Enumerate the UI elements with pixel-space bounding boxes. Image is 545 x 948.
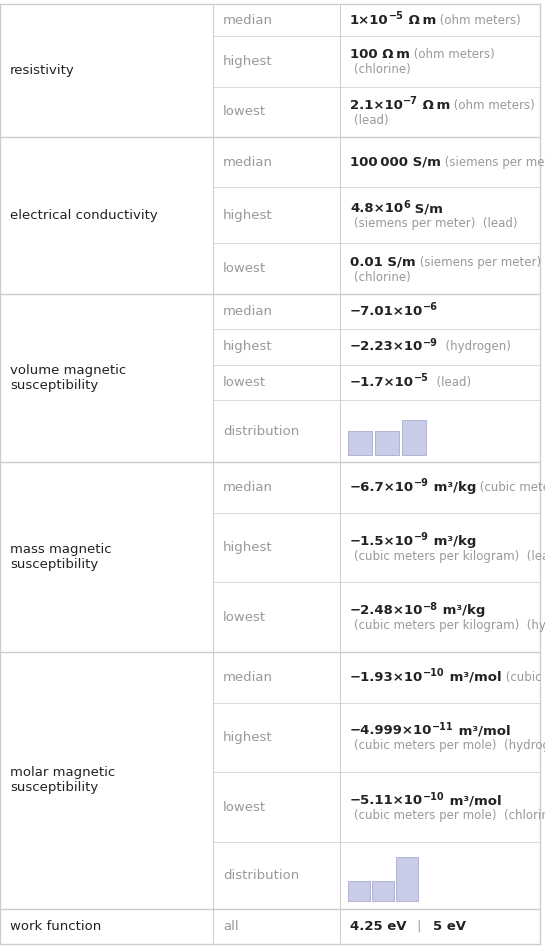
Text: highest: highest xyxy=(223,55,272,68)
Text: (siemens per meter): (siemens per meter) xyxy=(441,155,545,169)
Text: highest: highest xyxy=(223,340,272,354)
Text: m³/kg: m³/kg xyxy=(438,604,486,617)
Text: lowest: lowest xyxy=(223,801,266,813)
Text: highest: highest xyxy=(223,731,272,744)
Text: (cubic meters per mole)  (chlorine): (cubic meters per mole) (chlorine) xyxy=(354,810,545,822)
Bar xyxy=(348,431,372,455)
Text: −5: −5 xyxy=(414,374,429,383)
Text: −1.5×10: −1.5×10 xyxy=(350,535,414,548)
Text: m³/kg: m³/kg xyxy=(429,535,476,548)
Text: distribution: distribution xyxy=(223,868,299,882)
Text: (lead): (lead) xyxy=(429,375,471,389)
Text: (siemens per meter)  (lead): (siemens per meter) (lead) xyxy=(354,217,518,230)
Text: 0.01 S/m: 0.01 S/m xyxy=(350,256,416,268)
Text: resistivity: resistivity xyxy=(10,64,75,77)
Text: 4.8×10: 4.8×10 xyxy=(350,202,403,215)
Text: 6: 6 xyxy=(403,200,410,210)
Text: median: median xyxy=(223,155,273,169)
Text: S/m: S/m xyxy=(410,202,443,215)
Text: mass magnetic
susceptibility: mass magnetic susceptibility xyxy=(10,543,112,571)
Text: −7: −7 xyxy=(403,97,418,106)
Bar xyxy=(396,858,418,901)
Text: (cubic meters per mole)  (hydrogen): (cubic meters per mole) (hydrogen) xyxy=(354,739,545,753)
Bar xyxy=(402,420,426,455)
Text: −10: −10 xyxy=(423,792,445,802)
Text: 2.1×10: 2.1×10 xyxy=(350,99,403,112)
Text: median: median xyxy=(223,671,273,684)
Bar xyxy=(372,882,394,901)
Text: median: median xyxy=(223,481,273,494)
Text: −9: −9 xyxy=(423,337,438,348)
Text: (cubic meters per kilogram)  (lead): (cubic meters per kilogram) (lead) xyxy=(354,550,545,562)
Text: −2.48×10: −2.48×10 xyxy=(350,604,423,617)
Text: volume magnetic
susceptibility: volume magnetic susceptibility xyxy=(10,364,126,392)
Text: all: all xyxy=(223,920,239,933)
Text: highest: highest xyxy=(223,541,272,554)
Text: −5: −5 xyxy=(389,11,403,21)
Text: distribution: distribution xyxy=(223,425,299,438)
Text: Ω m: Ω m xyxy=(403,13,436,27)
Text: (chlorine): (chlorine) xyxy=(354,64,411,77)
Text: 100 000 S/m: 100 000 S/m xyxy=(350,155,441,169)
Text: Ω m: Ω m xyxy=(418,99,450,112)
Text: −7.01×10: −7.01×10 xyxy=(350,305,423,318)
Text: lowest: lowest xyxy=(223,611,266,624)
Bar xyxy=(348,882,370,901)
Text: molar magnetic
susceptibility: molar magnetic susceptibility xyxy=(10,766,115,794)
Text: 100 Ω m: 100 Ω m xyxy=(350,48,410,62)
Text: −4.999×10: −4.999×10 xyxy=(350,724,432,738)
Text: m³/mol: m³/mol xyxy=(445,794,501,807)
Text: −6: −6 xyxy=(423,302,438,313)
Text: (ohm meters): (ohm meters) xyxy=(410,48,495,62)
Text: |: | xyxy=(407,920,433,933)
Text: (cubic meters per mole): (cubic meters per mole) xyxy=(501,671,545,684)
Text: (chlorine): (chlorine) xyxy=(354,270,411,283)
Text: −6.7×10: −6.7×10 xyxy=(350,481,414,494)
Text: −9: −9 xyxy=(414,532,429,542)
Text: −1.93×10: −1.93×10 xyxy=(350,671,423,684)
Text: electrical conductivity: electrical conductivity xyxy=(10,209,158,222)
Text: m³/mol: m³/mol xyxy=(445,671,501,684)
Text: lowest: lowest xyxy=(223,375,266,389)
Text: (ohm meters): (ohm meters) xyxy=(450,99,535,112)
Text: 1×10: 1×10 xyxy=(350,13,389,27)
Text: lowest: lowest xyxy=(223,262,266,275)
Text: −1.7×10: −1.7×10 xyxy=(350,375,414,389)
Text: (cubic meters per kilogram)  (hydrogen): (cubic meters per kilogram) (hydrogen) xyxy=(354,619,545,632)
Text: −11: −11 xyxy=(432,722,454,732)
Text: (lead): (lead) xyxy=(354,114,389,127)
Text: lowest: lowest xyxy=(223,105,266,118)
Text: −5.11×10: −5.11×10 xyxy=(350,794,423,807)
Text: −2.23×10: −2.23×10 xyxy=(350,340,423,354)
Bar xyxy=(375,431,399,455)
Text: m³/mol: m³/mol xyxy=(454,724,511,738)
Text: highest: highest xyxy=(223,209,272,222)
Text: −10: −10 xyxy=(423,668,445,679)
Text: m³/kg: m³/kg xyxy=(429,481,476,494)
Text: median: median xyxy=(223,13,273,27)
Text: 4.25 eV: 4.25 eV xyxy=(350,920,407,933)
Text: work function: work function xyxy=(10,920,101,933)
Text: 5 eV: 5 eV xyxy=(433,920,466,933)
Text: (hydrogen): (hydrogen) xyxy=(438,340,511,354)
Text: −9: −9 xyxy=(414,479,429,488)
Text: (siemens per meter): (siemens per meter) xyxy=(416,256,541,268)
Text: (cubic meters per kilogram): (cubic meters per kilogram) xyxy=(476,481,545,494)
Text: −8: −8 xyxy=(423,602,438,611)
Text: median: median xyxy=(223,305,273,318)
Text: (ohm meters): (ohm meters) xyxy=(436,13,520,27)
